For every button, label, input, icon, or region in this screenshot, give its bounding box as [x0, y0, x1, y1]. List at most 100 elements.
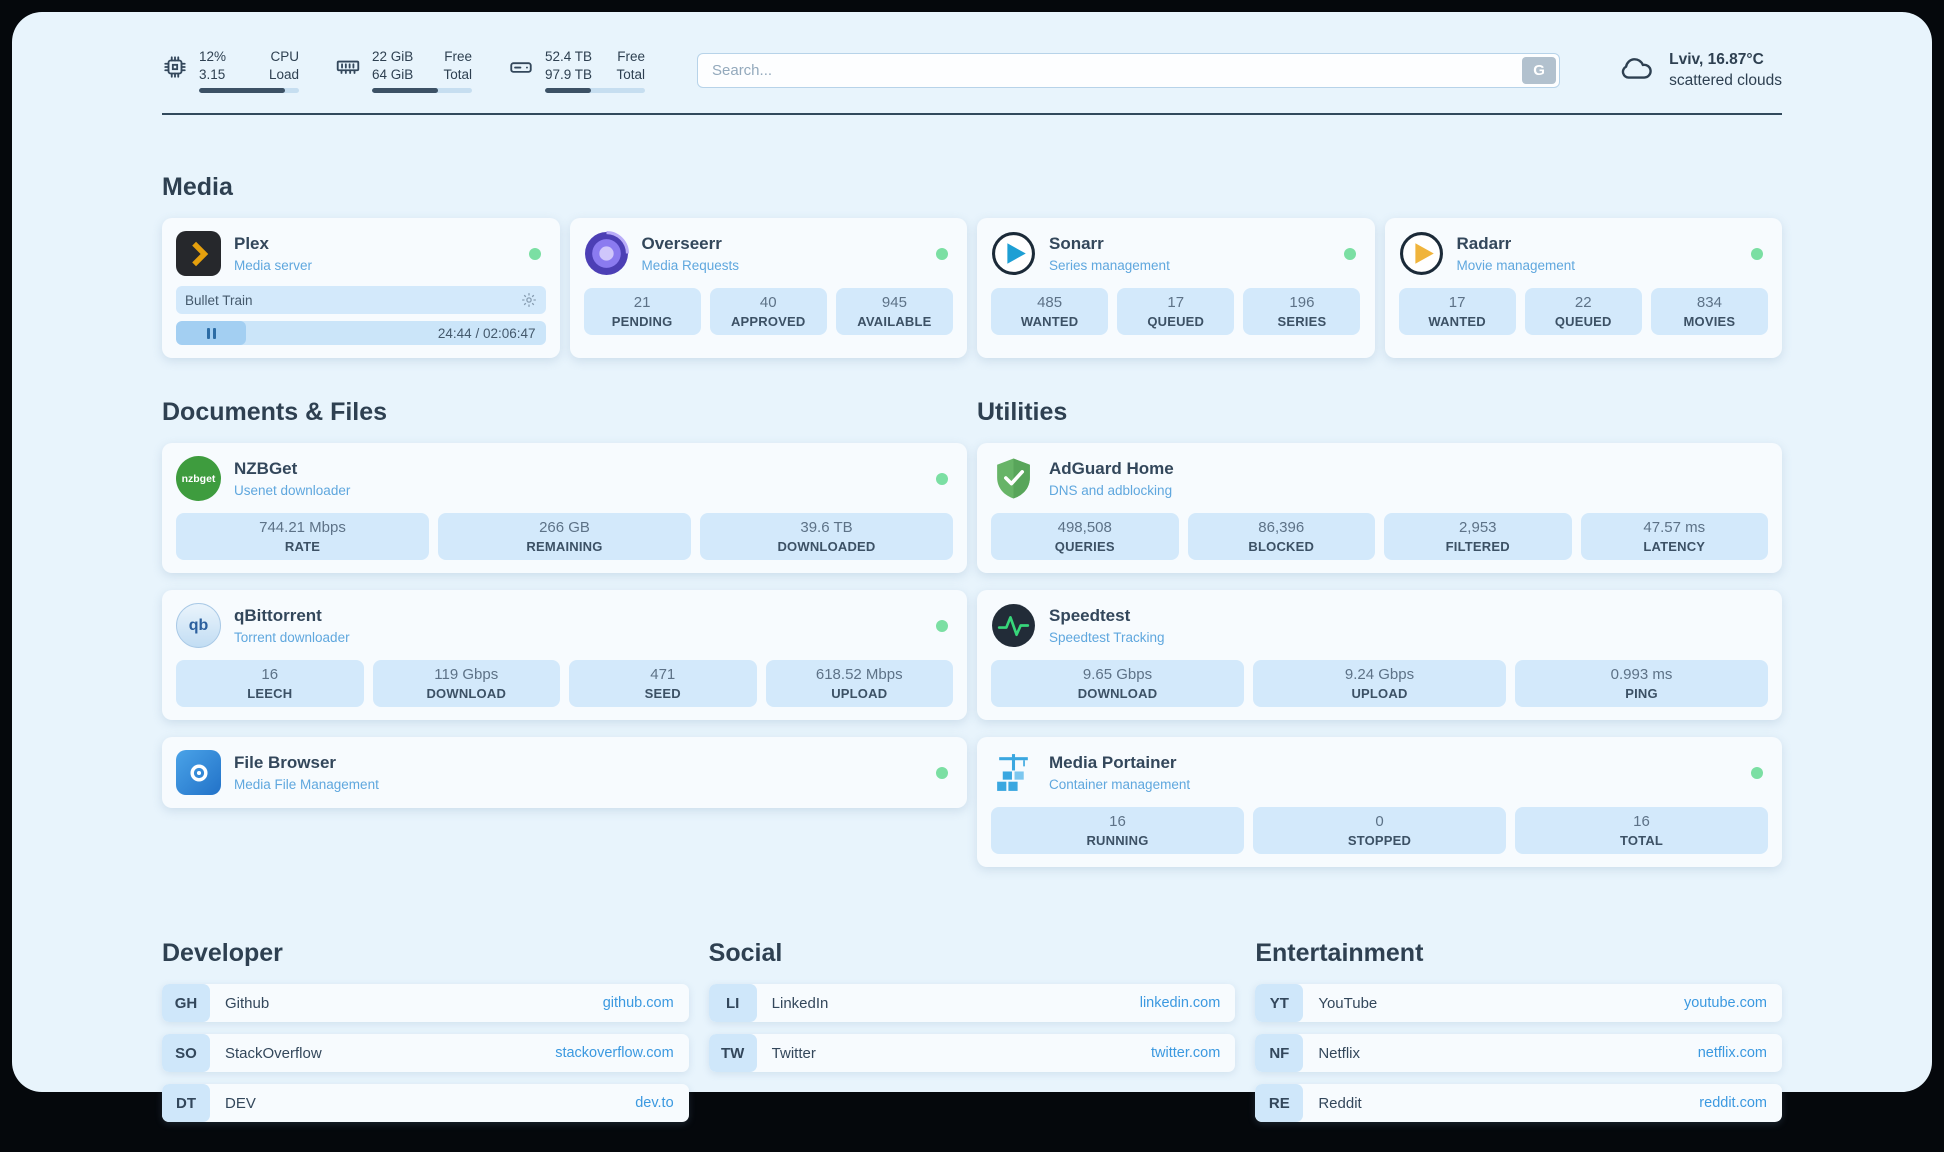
link-url[interactable]: netflix.com [1697, 1045, 1767, 1062]
stat-label: DOWNLOADED [777, 539, 876, 555]
ram-total-label: Total [443, 66, 472, 82]
player-progress-bar[interactable]: 24:44 / 02:06:47 [176, 321, 546, 346]
stat-value: 16 [261, 666, 279, 684]
stat-label: SERIES [1277, 314, 1327, 330]
stat-value: 498,508 [1057, 519, 1112, 537]
app-subtitle: Series management [1049, 258, 1170, 274]
link-abbr: SO [162, 1034, 210, 1073]
link-netflix[interactable]: NF Netflix netflix.com [1255, 1034, 1782, 1073]
filebrowser-icon [176, 750, 221, 796]
stat-value: 945 [881, 294, 907, 312]
section-title-developer: Developer [162, 939, 283, 968]
stat-box: 498,508 QUERIES [991, 513, 1179, 561]
stat-value: 40 [759, 294, 777, 312]
stat-value: 196 [1289, 294, 1315, 312]
disk-free-label: Free [617, 49, 645, 64]
disk-total-value: 97.9 TB [545, 66, 593, 82]
app-card-qbittorrent[interactable]: qb qBittorrent Torrent downloader 16 LEE… [162, 590, 967, 721]
stat-label: QUEUED [1554, 314, 1612, 330]
cpu-icon [162, 54, 188, 85]
stat-box: 618.52 Mbps UPLOAD [765, 660, 953, 708]
app-card-plex[interactable]: Plex Media server Bullet Train [162, 218, 560, 359]
pause-icon[interactable] [206, 327, 216, 339]
link-reddit[interactable]: RE Reddit reddit.com [1255, 1084, 1782, 1123]
overseerr-icon [584, 231, 629, 276]
stat-box: 47.57 ms LATENCY [1580, 513, 1768, 561]
stat-box: 86,396 BLOCKED [1187, 513, 1375, 561]
link-url[interactable]: youtube.com [1683, 995, 1767, 1012]
link-github[interactable]: GH Github github.com [162, 984, 689, 1023]
link-linkedin[interactable]: LI LinkedIn linkedin.com [708, 984, 1236, 1023]
link-name: StackOverflow [225, 1044, 322, 1062]
stat-label: WANTED [1020, 314, 1079, 330]
stat-box: 16 LEECH [176, 660, 364, 708]
system-metrics: 12% 3.15 CPU Load [162, 48, 645, 94]
app-name: qBittorrent [234, 606, 322, 626]
cpu-load-value: 3.15 [199, 66, 226, 82]
app-subtitle: Movie management [1456, 258, 1576, 274]
link-url[interactable]: twitter.com [1151, 1045, 1221, 1062]
stat-label: AVAILABLE [857, 314, 932, 330]
stat-label: LEECH [247, 686, 293, 702]
link-url[interactable]: github.com [602, 995, 674, 1012]
sonarr-icon [991, 231, 1036, 276]
stat-box: 485 WANTED [991, 288, 1109, 336]
link-url[interactable]: linkedin.com [1139, 995, 1221, 1012]
stat-box: 22 QUEUED [1524, 288, 1642, 336]
stat-value: 17 [1167, 294, 1185, 312]
link-name: Twitter [771, 1044, 816, 1062]
link-dev[interactable]: DT DEV dev.to [162, 1084, 689, 1123]
topbar: 12% 3.15 CPU Load [162, 48, 1782, 94]
app-card-nzbget[interactable]: nzbget NZBGet Usenet downloader 744.21 M… [162, 443, 967, 574]
stat-value: 0 [1375, 813, 1384, 831]
disk-progress-bar [545, 88, 645, 94]
gear-icon[interactable] [521, 292, 537, 308]
link-youtube[interactable]: YT YouTube youtube.com [1255, 984, 1782, 1023]
link-url[interactable]: reddit.com [1699, 1095, 1767, 1112]
link-url[interactable]: stackoverflow.com [555, 1045, 674, 1062]
disk-progress-fill [545, 88, 591, 94]
app-card-portainer[interactable]: Media Portainer Container management 16 … [977, 737, 1782, 868]
link-url[interactable]: dev.to [635, 1095, 674, 1112]
stat-label: RUNNING [1086, 833, 1149, 849]
stat-value: 266 GB [539, 519, 590, 537]
speedtest-icon [991, 603, 1036, 648]
app-card-overseerr[interactable]: Overseerr Media Requests 21 PENDING 40 A… [569, 218, 967, 359]
app-subtitle: Media server [234, 258, 313, 274]
stat-value: 744.21 Mbps [259, 519, 346, 537]
stat-box: 2,953 FILTERED [1384, 513, 1572, 561]
player-progress-fill [176, 321, 247, 346]
search-provider-button[interactable]: G [1522, 57, 1557, 85]
stat-box: 21 PENDING [583, 288, 701, 336]
cpu-progress-fill [199, 88, 285, 94]
stat-value: 2,953 [1458, 519, 1497, 537]
stat-box: 945 AVAILABLE [835, 288, 953, 336]
cloud-icon [1618, 49, 1656, 92]
app-subtitle: Speedtest Tracking [1049, 630, 1165, 646]
search-input[interactable] [697, 53, 1561, 89]
nzbget-icon: nzbget [176, 456, 221, 502]
app-card-adguard[interactable]: AdGuard Home DNS and adblocking 498,508 … [977, 443, 1782, 574]
player-time: 24:44 / 02:06:47 [437, 325, 536, 341]
stat-label: LATENCY [1643, 539, 1706, 555]
stat-value: 16 [1633, 813, 1650, 831]
link-abbr: NF [1255, 1034, 1304, 1073]
section-title-entertainment: Entertainment [1255, 939, 1424, 968]
stat-value: 17 [1448, 294, 1466, 312]
stat-label: RATE [284, 539, 321, 555]
stat-value: 119 Gbps [434, 666, 499, 684]
stat-label: QUEUED [1147, 314, 1205, 330]
stat-box: 266 GB REMAINING [438, 513, 691, 561]
link-stackoverflow[interactable]: SO StackOverflow stackoverflow.com [162, 1034, 689, 1073]
stat-box: 196 SERIES [1243, 288, 1361, 336]
app-card-sonarr[interactable]: Sonarr Series management 485 WANTED 17 Q… [977, 218, 1375, 359]
link-twitter[interactable]: TW Twitter twitter.com [708, 1034, 1236, 1073]
app-card-filebrowser[interactable]: File Browser Media File Management [162, 737, 967, 809]
stat-label: MOVIES [1683, 314, 1736, 330]
app-name: NZBGet [234, 459, 298, 479]
weather-location: Lviv, 16.87°C [1669, 50, 1764, 68]
stat-label: PING [1625, 686, 1658, 702]
stat-label: PENDING [611, 314, 673, 330]
app-card-radarr[interactable]: Radarr Movie management 17 WANTED 22 QUE… [1384, 218, 1782, 359]
app-card-speedtest[interactable]: Speedtest Speedtest Tracking 9.65 Gbps D… [977, 590, 1782, 721]
